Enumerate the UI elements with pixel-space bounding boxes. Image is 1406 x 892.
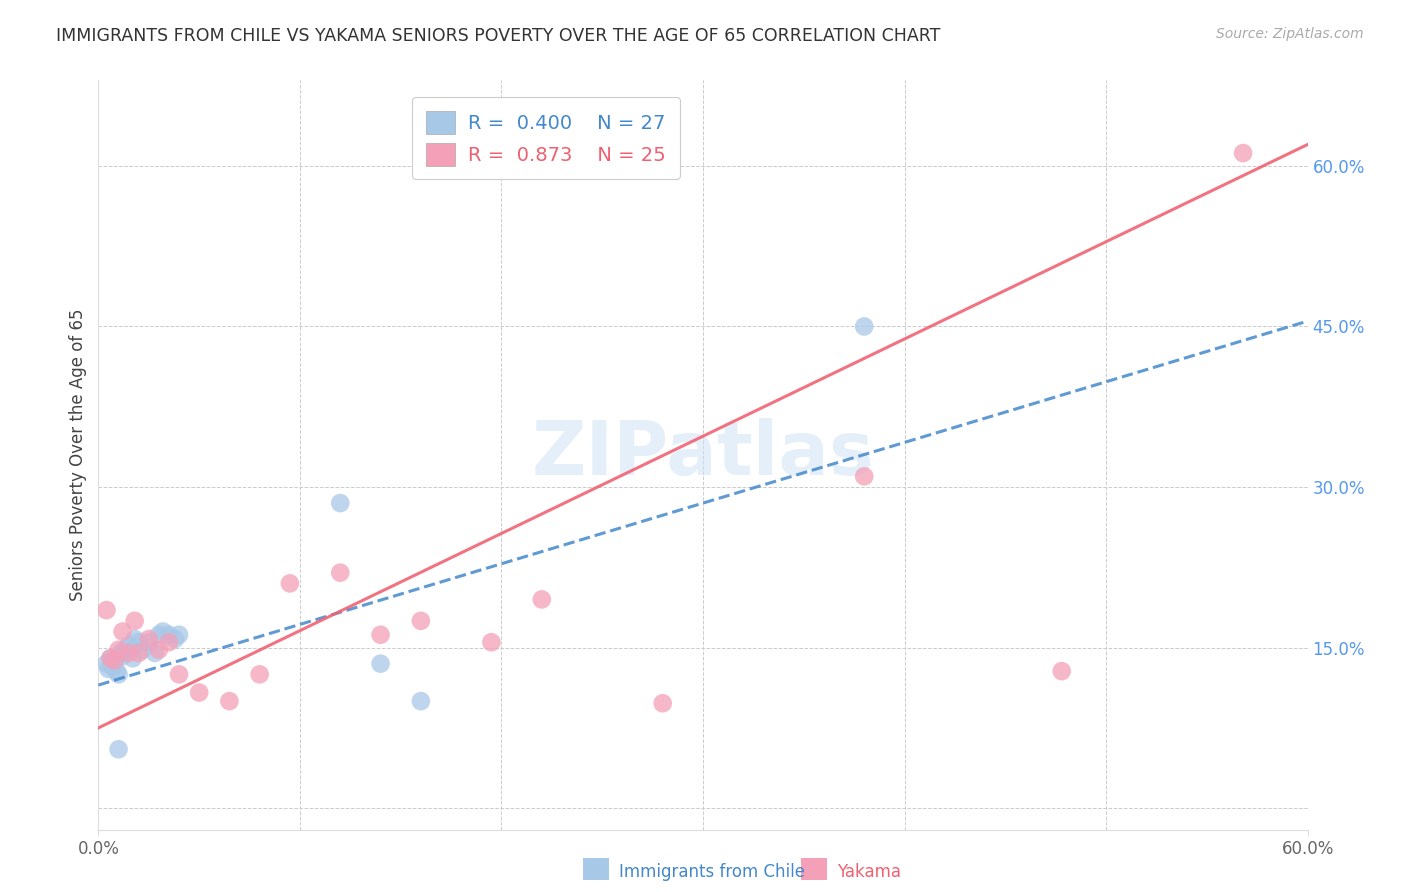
Point [329,496,352,510]
Point [124,632,146,646]
Point [97,662,120,676]
Point [138,635,160,649]
Point [107,742,129,756]
Point [124,614,146,628]
Point [148,628,170,642]
Point [167,667,190,681]
Point [114,642,136,657]
Text: Immigrants from Chile: Immigrants from Chile [619,863,804,881]
Point [132,642,155,657]
Point [853,319,876,334]
Point [100,651,122,665]
Point [121,651,143,665]
Text: ZIPatlas: ZIPatlas [531,418,875,491]
Point [481,635,503,649]
Point [103,653,125,667]
Point [110,646,132,660]
Point [101,660,124,674]
Point [128,635,150,649]
Point [157,635,180,649]
Text: Source: ZipAtlas.com: Source: ZipAtlas.com [1216,27,1364,41]
Point [218,694,240,708]
Point [409,614,432,628]
Point [157,628,180,642]
Point [1232,146,1254,161]
Point [128,646,150,660]
Point [118,646,141,660]
Point [853,469,876,483]
Point [148,642,170,657]
Point [118,639,141,653]
Point [249,667,271,681]
Point [152,624,174,639]
Point [329,566,352,580]
Point [111,624,134,639]
Point [103,653,125,667]
Point [188,685,211,699]
Point [409,694,432,708]
Text: Yakama: Yakama [837,863,901,881]
Y-axis label: Seniors Poverty Over the Age of 65: Seniors Poverty Over the Age of 65 [69,309,87,601]
Point [96,603,118,617]
Point [651,696,673,710]
Point [100,651,122,665]
Point [530,592,553,607]
Point [138,632,160,646]
Text: IMMIGRANTS FROM CHILE VS YAKAMA SENIORS POVERTY OVER THE AGE OF 65 CORRELATION C: IMMIGRANTS FROM CHILE VS YAKAMA SENIORS … [56,27,941,45]
Point [370,657,392,671]
Point [111,649,134,664]
Point [1050,664,1073,678]
Point [167,628,190,642]
Legend: R =  0.400    N = 27, R =  0.873    N = 25: R = 0.400 N = 27, R = 0.873 N = 25 [412,97,679,179]
Point [107,642,129,657]
Point [107,667,129,681]
Point [370,628,392,642]
Point [96,657,118,671]
Point [143,646,166,660]
Point [278,576,301,591]
Point [105,664,128,678]
Point [163,632,186,646]
